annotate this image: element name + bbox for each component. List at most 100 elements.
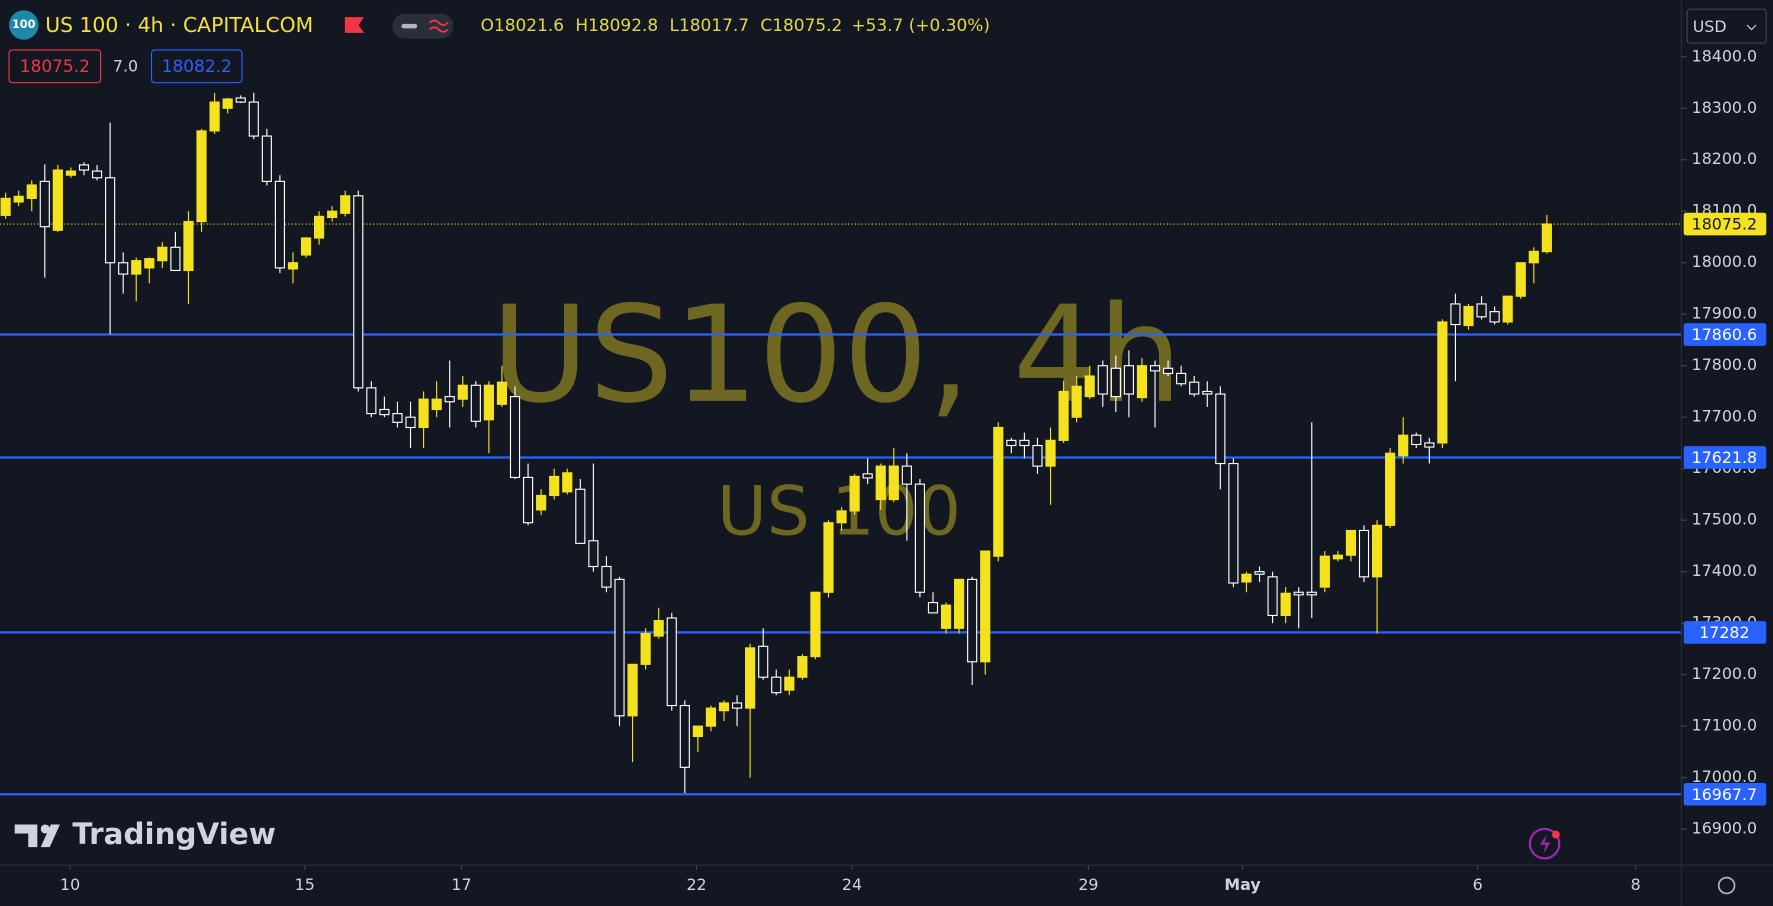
- x-tick-label: 6: [1473, 875, 1483, 894]
- y-tick-label: 17400.0: [1692, 561, 1757, 580]
- symbol-title[interactable]: US 100 · 4h · CAPITALCOM: [45, 13, 313, 37]
- candle-body: [522, 476, 534, 524]
- level-price-label: 16967.7: [1692, 785, 1757, 804]
- candle-body: [692, 725, 703, 737]
- current-price-label: 18075.2: [1692, 215, 1757, 234]
- y-tick-label: 17700.0: [1692, 407, 1757, 426]
- alert-icon[interactable]: [1528, 827, 1561, 860]
- candle-body: [1241, 573, 1252, 583]
- logo-icon: [40, 824, 50, 834]
- candle-body: [627, 663, 638, 717]
- candle-body: [314, 215, 325, 239]
- x-tick-label: 10: [60, 875, 80, 894]
- candle-body: [91, 170, 103, 179]
- candle-body: [65, 170, 77, 176]
- flag-icon[interactable]: [344, 17, 365, 33]
- candle-body: [1411, 434, 1422, 446]
- candle-body: [1424, 442, 1435, 448]
- spread: 7.0: [113, 56, 138, 75]
- candle-body: [875, 465, 886, 501]
- candle-body: [1202, 390, 1213, 395]
- ohlc-value: 18075.2: [772, 15, 842, 35]
- sell-button[interactable]: [8, 49, 102, 84]
- candle-body: [261, 135, 272, 182]
- candle-body: [888, 465, 899, 501]
- candle-body: [1097, 365, 1108, 395]
- candle-body: [1437, 321, 1448, 444]
- candle-body: [1463, 305, 1474, 327]
- candle-body: [1358, 529, 1370, 578]
- x-tick-label: 22: [686, 875, 706, 894]
- candle-body: [470, 384, 481, 422]
- level-price-label: 17621.8: [1692, 448, 1757, 467]
- candle-body: [78, 164, 90, 171]
- candle-body: [1541, 223, 1552, 253]
- x-tick-label: 29: [1078, 875, 1098, 894]
- ohlc-label: L: [670, 15, 680, 35]
- candle-body: [1176, 372, 1187, 385]
- candle-body: [927, 601, 939, 614]
- candle-body: [300, 237, 312, 256]
- candle-body: [196, 130, 207, 223]
- indicator-toggle[interactable]: [392, 13, 454, 39]
- current-price-tag: [1683, 212, 1767, 236]
- candle-body: [39, 180, 50, 228]
- candle-body: [1319, 555, 1330, 588]
- candle-body: [705, 707, 717, 727]
- ohlc-change: +53.7 (+0.30%): [851, 15, 990, 35]
- y-tick-label: 18000.0: [1692, 252, 1757, 271]
- candle-body: [366, 387, 377, 415]
- candle-body: [562, 472, 573, 493]
- level-price-tag: [1683, 446, 1767, 469]
- candle-body: [823, 522, 834, 593]
- candle-body: [509, 396, 521, 479]
- buy-price[interactable]: 18082.2: [162, 56, 232, 76]
- candle-body: [601, 565, 612, 588]
- candle-body: [496, 381, 508, 405]
- candle-body: [1123, 365, 1134, 395]
- candle-body: [1398, 434, 1409, 457]
- level-price-tag: [1683, 782, 1767, 806]
- alert-icon: [1540, 834, 1551, 854]
- y-tick-label: 17500.0: [1692, 510, 1757, 529]
- y-tick-label: 18400.0: [1692, 46, 1757, 65]
- ohlc-label: O: [481, 15, 494, 35]
- candle-body: [575, 488, 586, 544]
- level-price-label: 17282: [1699, 623, 1749, 642]
- candle-body: [418, 398, 429, 429]
- buy-button[interactable]: [150, 49, 243, 84]
- symbol-badge[interactable]: [9, 10, 39, 40]
- y-tick-label: 18200.0: [1692, 149, 1757, 168]
- candle-body: [901, 465, 912, 485]
- candle-body: [980, 550, 991, 663]
- candle-body: [170, 246, 181, 272]
- plot-area: [0, 92, 1682, 796]
- candle-body: [52, 169, 63, 231]
- candle-body: [653, 620, 664, 637]
- candle-body: [1385, 452, 1396, 526]
- y-tick-label: 17200.0: [1692, 664, 1757, 683]
- level-price-tag: [1683, 621, 1767, 644]
- candle-body: [483, 384, 494, 421]
- sell-price[interactable]: 18075.2: [20, 56, 90, 76]
- candle-body: [1189, 381, 1200, 395]
- currency[interactable]: USD: [1693, 17, 1727, 36]
- candle-body: [588, 540, 599, 568]
- candle-body: [940, 604, 952, 629]
- currency-select[interactable]: [1686, 8, 1767, 44]
- candle-body: [666, 617, 677, 707]
- y-tick-label: 17900.0: [1692, 304, 1757, 323]
- price-labels: 17860.6 17621.8 17282 16967.7 18075.2: [1683, 212, 1767, 806]
- candle-body: [183, 220, 194, 272]
- candle-body: [457, 384, 468, 400]
- candle-body: [1149, 365, 1161, 372]
- candle-body: [1515, 262, 1526, 297]
- settings-icon[interactable]: [1717, 876, 1736, 895]
- candle-body: [379, 408, 390, 416]
- candle-body: [209, 101, 220, 132]
- candle-body: [0, 197, 11, 216]
- candle-body: [862, 473, 873, 479]
- y-tick-label: 18300.0: [1692, 98, 1757, 117]
- candle-body: [26, 184, 37, 199]
- logo-text[interactable]: TradingView: [72, 817, 276, 851]
